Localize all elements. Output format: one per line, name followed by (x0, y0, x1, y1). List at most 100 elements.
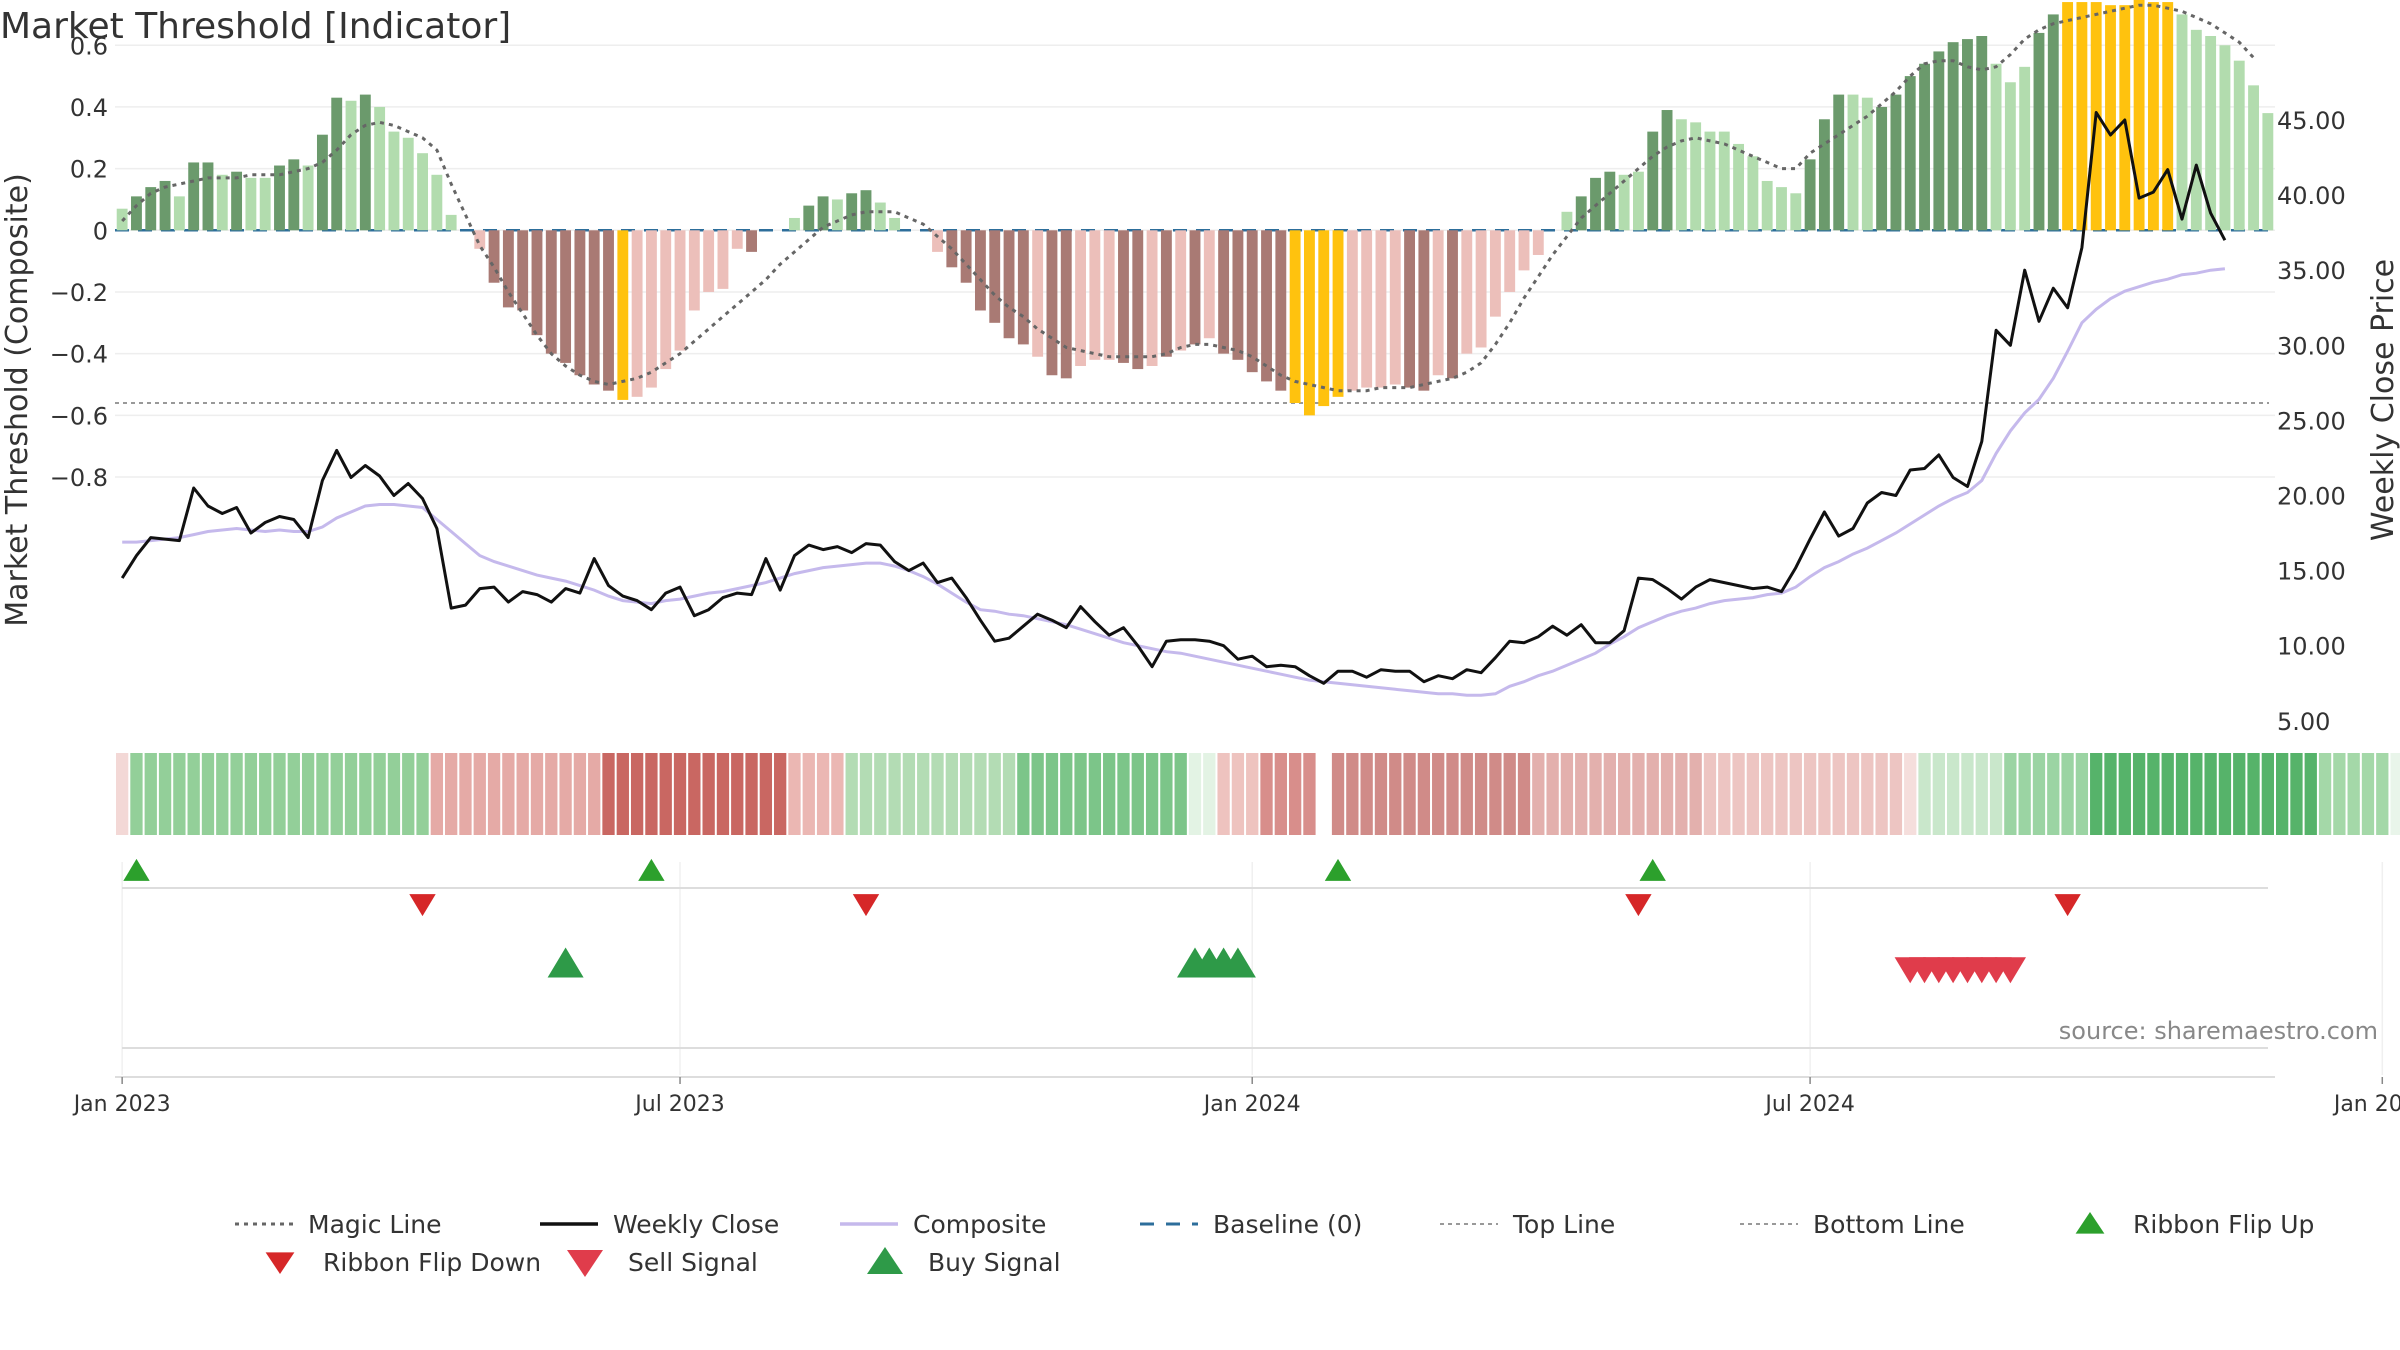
ribbon-cell (616, 753, 629, 835)
ribbon-cell (2047, 753, 2060, 835)
composite-bar (2033, 32, 2045, 231)
composite-bar (874, 202, 886, 231)
ribbon-cell (1131, 753, 1144, 835)
right-tick-label: 10.00 (2277, 633, 2346, 661)
legend-label: Composite (913, 1210, 1046, 1239)
composite-bar (803, 205, 815, 231)
ribbon-cell (187, 753, 200, 835)
composite-bar (474, 230, 486, 249)
ribbon-cell (788, 753, 801, 835)
legend-item: Composite (840, 1210, 1046, 1239)
left-tick-label: −0.8 (50, 464, 108, 492)
ribbon-cell (1904, 753, 1917, 835)
legend-label: Weekly Close (613, 1210, 779, 1239)
composite-bar (746, 230, 757, 252)
composite-bar (1990, 63, 2002, 231)
legend-label: Magic Line (308, 1210, 442, 1239)
ribbon-cell (1231, 753, 1245, 835)
ribbon-cell (1446, 753, 1459, 835)
composite-bar (245, 177, 257, 231)
composite-bar (1361, 230, 1373, 388)
ribbon-cell (1589, 753, 1602, 835)
ribbon-flip-up-marker (1324, 858, 1352, 881)
ribbon-cell (287, 753, 300, 835)
composite-bar (1761, 180, 1773, 231)
composite-bar (1275, 230, 1287, 391)
composite-bar (1618, 174, 1630, 231)
ribbon-cell (402, 753, 415, 835)
weekly-close-line (120, 111, 2227, 685)
ribbon-cell (344, 753, 358, 835)
ribbon-cell (1460, 753, 1473, 835)
composite-bar (603, 230, 614, 391)
x-tick-label: Jan 2024 (1202, 1092, 1301, 1117)
composite-bar (1432, 230, 1444, 376)
legend-label: Ribbon Flip Up (2133, 1210, 2314, 1239)
composite-bar (1261, 230, 1272, 382)
composite-bar (1661, 110, 1673, 231)
legend-item: Magic Line (235, 1210, 442, 1239)
composite-bar (817, 196, 829, 231)
composite-bar (231, 171, 243, 231)
ribbon-cell (1889, 753, 1903, 835)
legend-item: Weekly Close (540, 1210, 779, 1239)
composite-bar (974, 230, 986, 311)
ribbon-cell (731, 753, 744, 835)
composite-bar (145, 187, 157, 231)
ribbon-cell (2333, 753, 2346, 835)
legend-swatch (265, 1252, 295, 1274)
composite-bar (1532, 230, 1544, 255)
ribbon-cell (716, 753, 730, 835)
ribbon-cell (1389, 753, 1402, 835)
sell-signal-marker (1994, 957, 2026, 984)
ribbon-cell (1818, 753, 1831, 835)
ribbon-cell (2276, 753, 2289, 835)
composite-bar (1304, 230, 1315, 416)
composite-bar (1733, 143, 1745, 231)
composite-bar (1633, 171, 1644, 231)
composite-bar (531, 230, 543, 336)
ribbon-cell (1002, 753, 1016, 835)
composite-bar (1160, 230, 1172, 357)
ribbon-cell (945, 753, 958, 835)
ribbon-cell (2147, 753, 2160, 835)
composite-bar (2019, 66, 2031, 231)
legend-item: Sell Signal (567, 1248, 758, 1277)
composite-bar (1518, 230, 1530, 271)
trend-ribbon (116, 753, 2400, 835)
right-tick-label: 25.00 (2277, 407, 2346, 435)
composite-bar (1818, 119, 1830, 231)
composite-bar (216, 174, 228, 231)
composite-bar (417, 153, 428, 231)
ribbon-cell (1932, 753, 1945, 835)
composite-bar (617, 230, 629, 400)
ribbon-cell (1145, 753, 1159, 835)
ribbon-cell (173, 753, 186, 835)
composite-bar (488, 230, 500, 283)
ribbon-cell (1675, 753, 1688, 835)
ribbon-cell (1117, 753, 1130, 835)
ribbon-cell (1632, 753, 1645, 835)
ribbon-cell (1789, 753, 1802, 835)
composite-bar (660, 230, 672, 370)
ribbon-cell (888, 753, 901, 835)
ribbon-cell (2075, 753, 2089, 835)
ribbon-cell (988, 753, 1001, 835)
ribbon-cell (2304, 753, 2317, 835)
composite-bar (202, 162, 214, 231)
composite-bar (1146, 230, 1158, 366)
legend-label: Buy Signal (928, 1248, 1061, 1277)
composite-bar (574, 230, 586, 376)
composite-bar (1790, 193, 1802, 231)
right-axis-title: Weekly Close Price (2366, 259, 2400, 541)
ribbon-cell (2190, 753, 2203, 835)
ribbon-cell (2247, 753, 2260, 835)
composite-bar (331, 97, 343, 231)
ribbon-cell (373, 753, 386, 835)
composite-bar (1947, 42, 1959, 231)
composite-bar (846, 193, 858, 231)
ribbon-cell (487, 753, 501, 835)
ribbon-cell (2347, 753, 2360, 835)
ribbon-cell (158, 753, 172, 835)
ribbon-cell (1503, 753, 1516, 835)
